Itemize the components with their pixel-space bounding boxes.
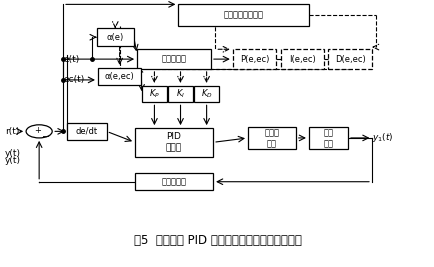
- FancyBboxPatch shape: [194, 86, 219, 102]
- Text: +: +: [34, 126, 40, 135]
- FancyBboxPatch shape: [137, 49, 210, 69]
- FancyBboxPatch shape: [98, 68, 141, 85]
- FancyBboxPatch shape: [67, 123, 106, 140]
- Text: 图5  改进模糊 PID 控制器的包装机称重控制系统: 图5 改进模糊 PID 控制器的包装机称重控制系统: [133, 234, 301, 247]
- Text: $K_P$: $K_P$: [148, 88, 160, 100]
- FancyBboxPatch shape: [135, 128, 213, 156]
- Text: P(e,ec): P(e,ec): [239, 55, 269, 64]
- FancyBboxPatch shape: [308, 127, 347, 149]
- Text: α(e,ec): α(e,ec): [105, 72, 134, 81]
- FancyBboxPatch shape: [97, 29, 134, 46]
- FancyBboxPatch shape: [141, 86, 167, 102]
- Text: 模糊控制器: 模糊控制器: [161, 55, 186, 64]
- Text: −: −: [42, 132, 49, 142]
- Text: I(e,ec): I(e,ec): [288, 55, 315, 64]
- Text: 精给料
阀门: 精给料 阀门: [264, 128, 279, 148]
- Text: PID
控制器: PID 控制器: [165, 132, 182, 152]
- FancyBboxPatch shape: [280, 49, 323, 69]
- Text: D(e,ec): D(e,ec): [334, 55, 365, 64]
- Text: 论域伸缩调整函数: 论域伸缩调整函数: [223, 11, 263, 20]
- FancyBboxPatch shape: [168, 86, 193, 102]
- Text: r(t): r(t): [5, 127, 20, 136]
- FancyBboxPatch shape: [135, 173, 213, 190]
- Text: 称重
料斗: 称重 料斗: [323, 128, 332, 148]
- Text: $K_I$: $K_I$: [176, 88, 184, 100]
- FancyBboxPatch shape: [328, 49, 371, 69]
- Text: $y_1(t)$: $y_1(t)$: [371, 131, 393, 144]
- Text: α(e): α(e): [106, 33, 124, 42]
- Text: y(t): y(t): [5, 156, 21, 166]
- Text: de/dt: de/dt: [76, 127, 98, 136]
- FancyBboxPatch shape: [247, 127, 295, 149]
- Text: e(t): e(t): [63, 55, 79, 64]
- Text: 称重传感器: 称重传感器: [161, 177, 186, 186]
- Text: $K_D$: $K_D$: [201, 88, 212, 100]
- FancyBboxPatch shape: [232, 49, 276, 69]
- FancyBboxPatch shape: [178, 4, 308, 26]
- Text: ec(t): ec(t): [63, 75, 84, 84]
- Text: y(t): y(t): [5, 149, 21, 158]
